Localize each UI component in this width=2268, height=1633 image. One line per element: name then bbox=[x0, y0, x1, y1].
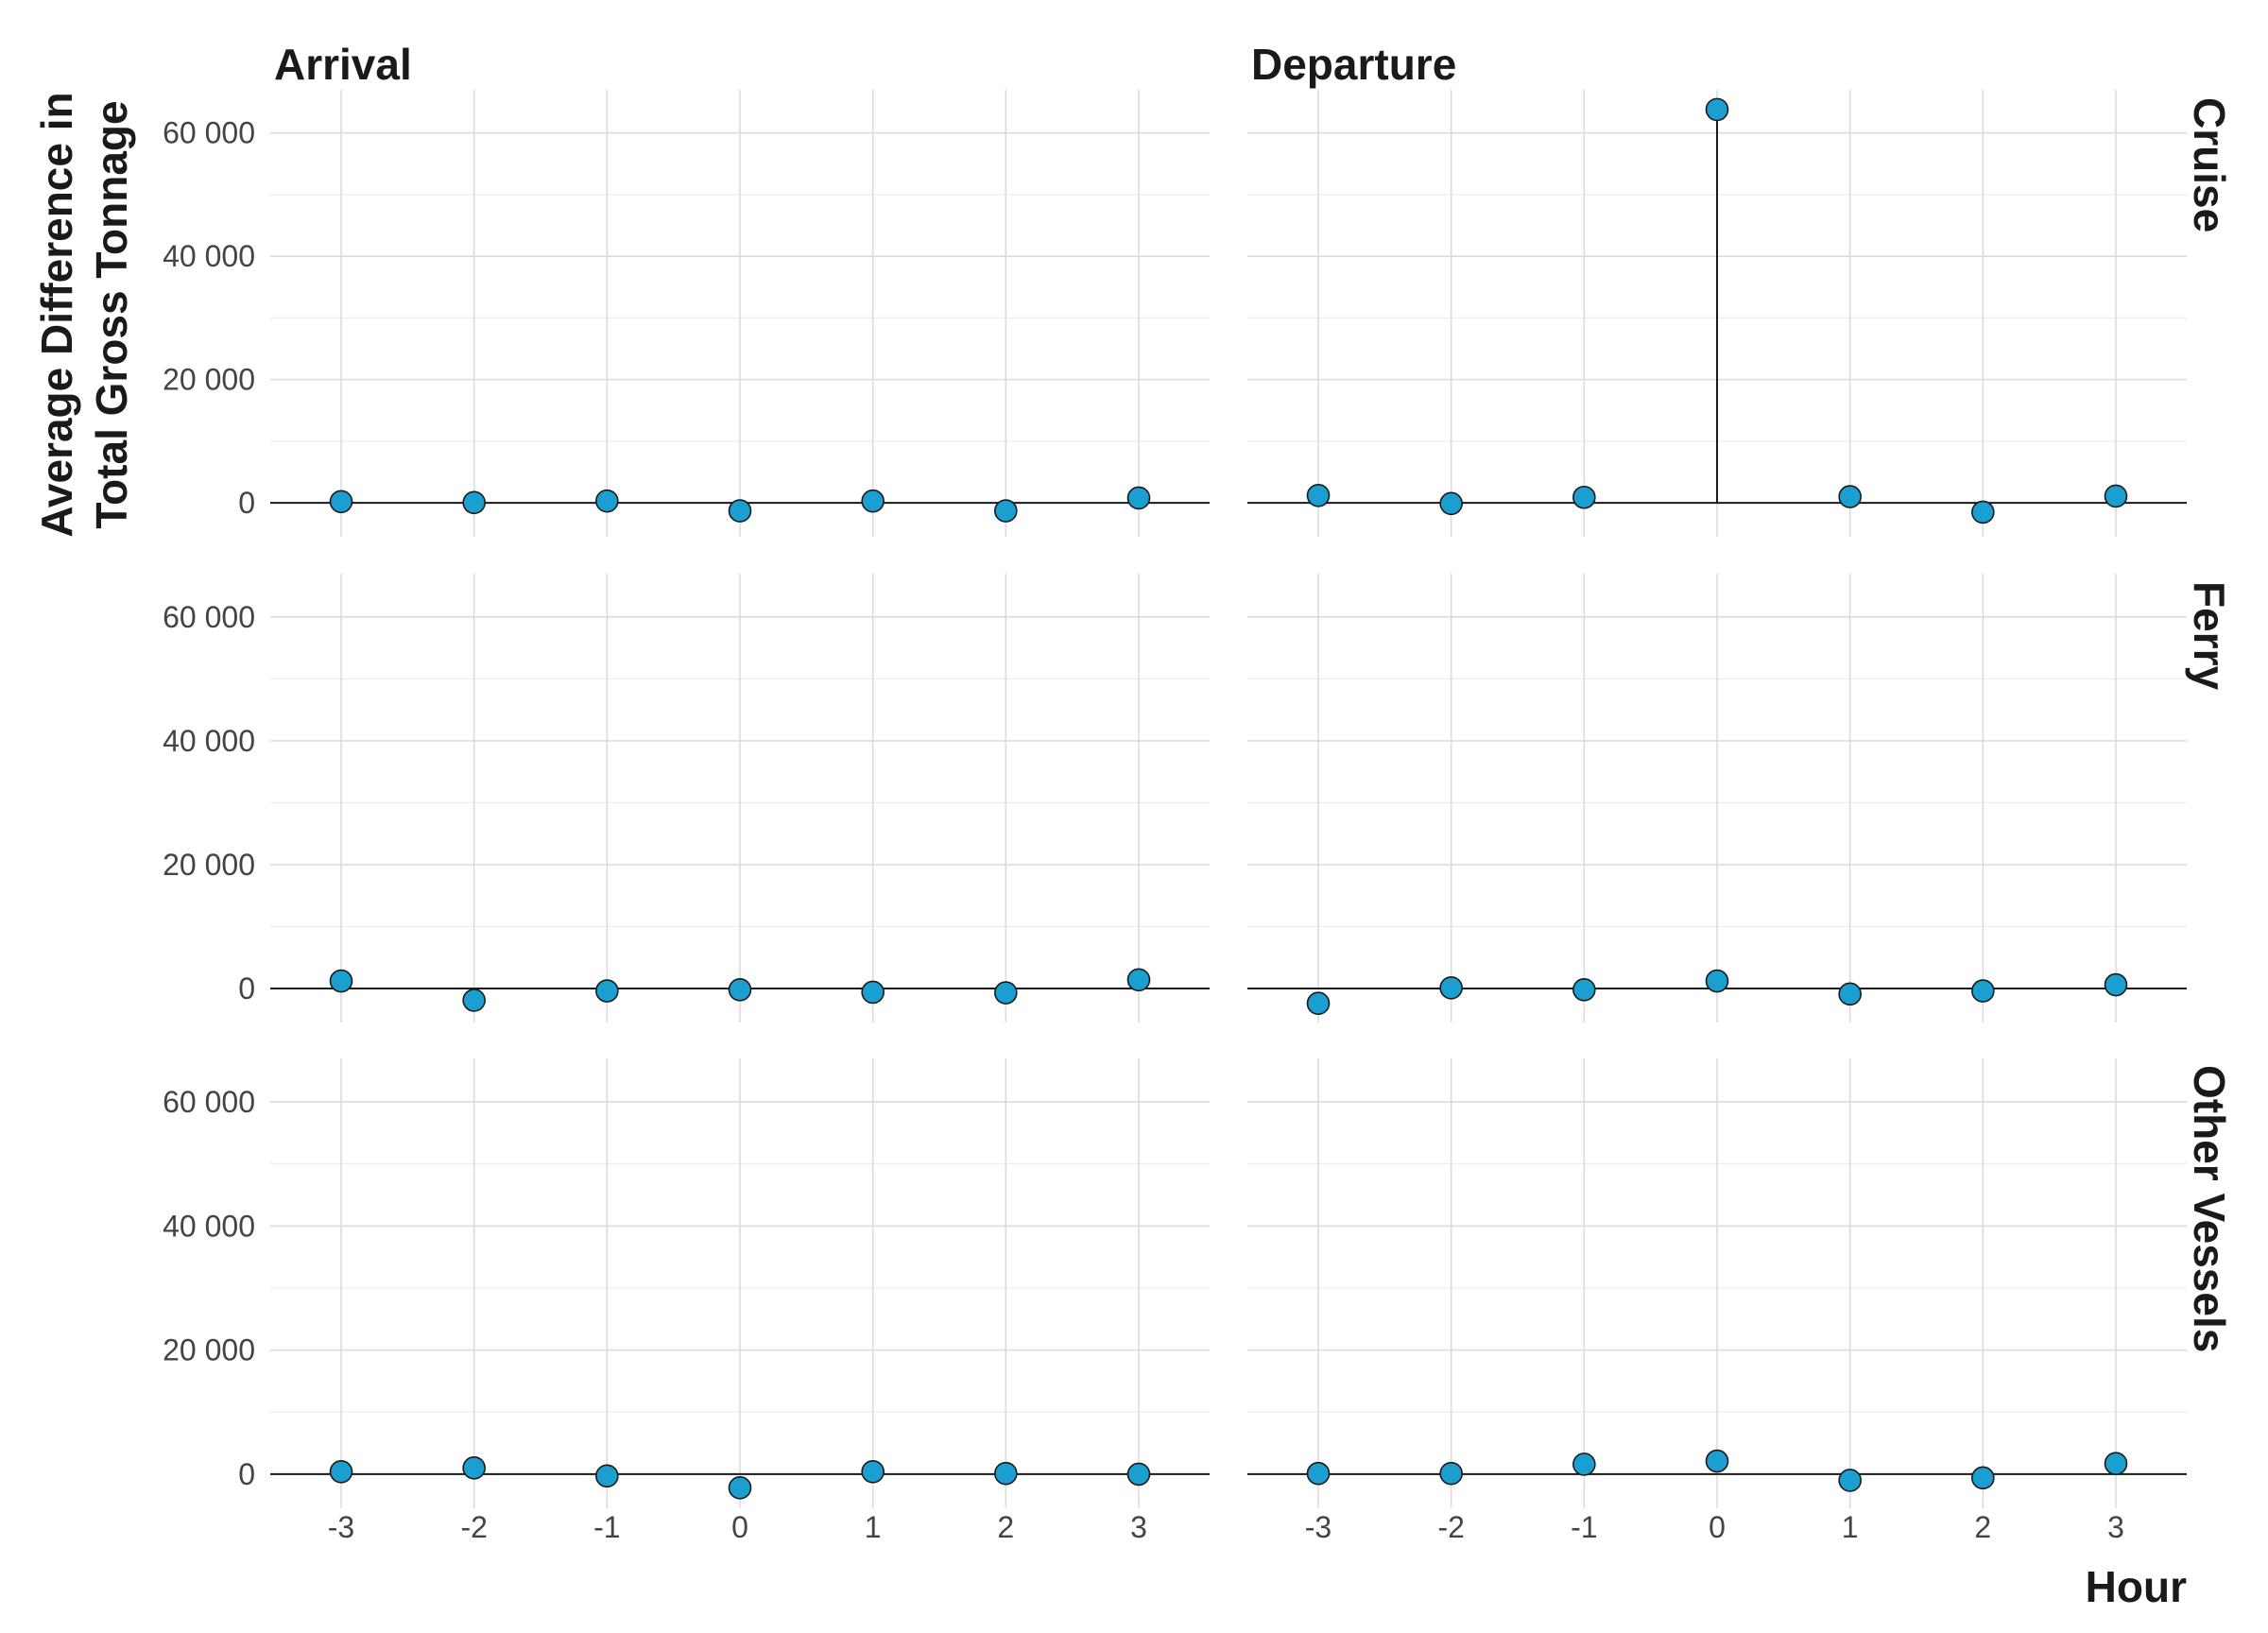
data-point bbox=[462, 988, 486, 1012]
x-tick-label: 0 bbox=[731, 1510, 748, 1544]
data-point bbox=[595, 979, 619, 1003]
data-point bbox=[1572, 1453, 1596, 1476]
x-tick-label: -2 bbox=[460, 1510, 487, 1544]
data-point bbox=[329, 490, 353, 514]
panel-other-vessels-arrival: 0 20 000 40 000 60 000 -3 -2 -1 0 1 2 3 bbox=[163, 1058, 1210, 1544]
x-tick-label: -1 bbox=[593, 1510, 620, 1544]
data-point bbox=[1439, 976, 1463, 1000]
data-point bbox=[1439, 1461, 1463, 1486]
data-point bbox=[728, 977, 752, 1002]
data-point bbox=[728, 1476, 752, 1500]
data-point bbox=[1572, 485, 1596, 509]
data-point bbox=[462, 1456, 486, 1480]
data-point bbox=[329, 969, 353, 993]
panel-ferry-departure bbox=[1247, 574, 2187, 1023]
data-point bbox=[1126, 1462, 1151, 1487]
x-tick-label: 3 bbox=[1130, 1510, 1147, 1544]
y-tick-label: 40 000 bbox=[163, 724, 255, 758]
row-title-ferry: Ferry bbox=[2185, 581, 2234, 690]
y-tick-label: 40 000 bbox=[163, 1209, 255, 1243]
data-point bbox=[1971, 979, 1995, 1003]
panel-ferry-arrival: 0 20 000 40 000 60 000 bbox=[163, 574, 1210, 1023]
x-tick-label: -1 bbox=[1571, 1510, 1597, 1544]
data-point bbox=[1838, 485, 1862, 508]
data-point bbox=[1971, 500, 1995, 524]
panel-other-vessels-departure: -3 -2 -1 0 1 2 3 bbox=[1247, 1058, 2187, 1544]
x-tick-label: 0 bbox=[1709, 1510, 1726, 1544]
y-tick-label: 60 000 bbox=[163, 116, 255, 150]
column-title-departure: Departure bbox=[1251, 40, 1456, 89]
data-point bbox=[994, 499, 1018, 523]
x-tick-label: 3 bbox=[2107, 1510, 2124, 1544]
data-point bbox=[994, 1461, 1018, 1486]
data-point bbox=[2104, 484, 2128, 508]
data-point bbox=[1705, 97, 1729, 122]
data-point bbox=[1838, 982, 1862, 1006]
data-point bbox=[2104, 1452, 2128, 1476]
data-point bbox=[1705, 969, 1729, 993]
data-point bbox=[1971, 1466, 1995, 1490]
y-axis-title-line-2: Total Gross Tonnage bbox=[87, 100, 136, 528]
x-tick-label: -3 bbox=[328, 1510, 354, 1544]
data-point bbox=[728, 499, 752, 523]
x-tick-label: 2 bbox=[997, 1510, 1014, 1544]
data-point bbox=[1572, 977, 1596, 1002]
panels: 0 20 000 40 000 60 000 0 20 000 40 000 60 000 0 2… bbox=[163, 90, 2187, 1544]
x-axis-title: Hour bbox=[2086, 1562, 2187, 1611]
y-tick-label: 0 bbox=[238, 971, 255, 1006]
data-point bbox=[861, 980, 885, 1005]
data-point bbox=[1838, 1469, 1862, 1492]
data-point bbox=[1306, 991, 1331, 1015]
y-tick-label: 60 000 bbox=[163, 1085, 255, 1119]
y-tick-label: 20 000 bbox=[163, 848, 255, 882]
x-tick-label: -3 bbox=[1305, 1510, 1332, 1544]
y-tick-label: 40 000 bbox=[163, 239, 255, 273]
panel-cruise-departure bbox=[1247, 90, 2187, 537]
data-point bbox=[861, 1459, 885, 1484]
data-point bbox=[1439, 491, 1463, 516]
y-tick-label: 20 000 bbox=[163, 363, 255, 397]
data-point bbox=[2104, 972, 2128, 997]
x-tick-label: 1 bbox=[865, 1510, 882, 1544]
y-tick-label: 0 bbox=[238, 1457, 255, 1491]
column-title-arrival: Arrival bbox=[274, 40, 412, 89]
data-point bbox=[1306, 483, 1331, 507]
data-point bbox=[861, 489, 885, 513]
y-tick-label: 60 000 bbox=[163, 600, 255, 634]
data-point bbox=[1126, 968, 1151, 992]
row-title-other-vessels: Other Vessels bbox=[2185, 1065, 2234, 1352]
data-point bbox=[1705, 1449, 1729, 1473]
y-tick-label: 0 bbox=[238, 486, 255, 520]
panel-cruise-arrival: 0 20 000 40 000 60 000 bbox=[163, 90, 1210, 537]
data-point bbox=[994, 981, 1018, 1005]
data-point bbox=[329, 1459, 353, 1484]
data-point bbox=[1306, 1461, 1331, 1486]
data-point bbox=[1126, 486, 1151, 510]
y-tick-label: 20 000 bbox=[163, 1333, 255, 1367]
data-point bbox=[595, 489, 619, 513]
x-tick-label: 1 bbox=[1842, 1510, 1859, 1544]
x-tick-label: 2 bbox=[1974, 1510, 1991, 1544]
y-axis-title-line-1: Average Difference in bbox=[32, 92, 81, 537]
data-point bbox=[595, 1464, 619, 1488]
row-title-cruise: Cruise bbox=[2185, 97, 2234, 232]
x-tick-label: -2 bbox=[1437, 1510, 1464, 1544]
data-point bbox=[462, 490, 486, 515]
